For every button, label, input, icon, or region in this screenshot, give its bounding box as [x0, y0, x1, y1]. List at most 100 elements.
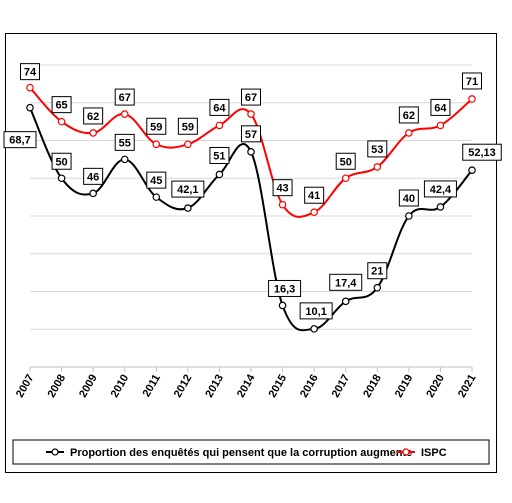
data-point: [436, 121, 445, 130]
data-point: [247, 110, 255, 118]
data-label-box: [272, 179, 293, 197]
data-point: [26, 103, 34, 112]
data-point: [310, 325, 318, 333]
data-point: [436, 203, 445, 211]
data-label-text: 46: [87, 171, 99, 183]
data-label: 59: [177, 117, 198, 135]
data-label: 62: [83, 107, 104, 125]
data-label: 57: [241, 125, 261, 143]
data-label-box: [146, 171, 167, 189]
data-label-text: 10,1: [305, 306, 326, 318]
data-label-box: [398, 189, 419, 207]
data-label: 45: [146, 171, 167, 189]
data-label-box: [398, 106, 419, 124]
data-label-text: 43: [276, 183, 288, 195]
x-tick-label: 2016: [298, 373, 321, 400]
data-label: 40: [398, 189, 419, 207]
x-tick-label: 2008: [46, 373, 69, 400]
data-label-text: 17,4: [335, 277, 357, 289]
data-label-text: 65: [55, 100, 67, 112]
x-tick-label: 2010: [109, 373, 132, 400]
data-point: [373, 163, 382, 171]
data-label-text: 53: [371, 144, 383, 156]
data-label: 67: [114, 88, 135, 106]
x-tick-label: 2007: [14, 373, 37, 400]
data-label-text: 45: [150, 175, 162, 187]
data-point: [278, 200, 287, 209]
x-tick-label: 2017: [330, 373, 353, 400]
data-label-box: [51, 96, 72, 114]
data-label-text: 59: [150, 121, 162, 133]
data-label-box: [462, 72, 482, 90]
data-label: 53: [367, 140, 388, 158]
data-label-text: 62: [403, 110, 415, 122]
data-point: [215, 170, 224, 179]
data-label: 65: [51, 96, 72, 114]
data-label: 43: [272, 179, 293, 197]
data-labels: 68,7 50 46 55 45 42,1 51 57 16,3 10,1 17,4 21 40 42,4…: [3, 63, 502, 320]
data-label-box: [209, 146, 230, 164]
data-label-box: [83, 167, 104, 185]
data-point: [247, 148, 255, 156]
x-axis: 2007 2008 2009 2010 2011 2012 2013 2014 2015 2016…: [14, 366, 479, 400]
data-label: 64: [430, 98, 451, 116]
data-label-text: 41: [308, 190, 320, 202]
data-label: 52,13: [462, 143, 502, 161]
x-tick-label: 2009: [77, 373, 100, 400]
data-point: [120, 155, 129, 164]
data-label-box: [209, 98, 230, 116]
legend-entry: ISPC: [397, 447, 447, 459]
data-point: [278, 301, 287, 310]
data-label-text: 40: [403, 193, 415, 205]
x-tick-label: 2011: [141, 373, 163, 400]
data-point: [184, 140, 192, 149]
data-label-box: [83, 107, 104, 125]
x-tick-label: 2014: [235, 372, 258, 400]
data-point: [152, 140, 161, 149]
x-tick-label: 2012: [172, 373, 195, 400]
data-label-text: 52,13: [468, 147, 496, 159]
data-label-text: 57: [245, 129, 257, 141]
data-label-box: [114, 88, 135, 106]
data-label-text: 64: [213, 102, 226, 114]
data-point: [57, 174, 66, 183]
legend-label: Proportion des enquêtés qui pensent que …: [70, 447, 412, 459]
data-label: 51: [209, 146, 230, 164]
chart-frame: [5, 33, 497, 473]
data-label-box: [329, 273, 363, 291]
data-label-box: [146, 117, 167, 135]
data-point: [215, 121, 224, 130]
x-tick-label: 2019: [393, 373, 416, 400]
data-label-text: 21: [371, 266, 383, 278]
legend-entry: Proportion des enquêtés qui pensent que …: [46, 447, 412, 459]
data-label: 46: [83, 167, 104, 185]
data-label-box: [304, 186, 325, 204]
data-label-box: [268, 279, 302, 297]
x-tick-label: 2018: [361, 373, 384, 400]
data-label-text: 67: [245, 92, 257, 104]
data-point: [120, 110, 129, 118]
legend-label: ISPC: [421, 447, 447, 459]
data-label-box: [367, 262, 388, 280]
data-label-box: [335, 152, 356, 170]
data-point: [26, 83, 34, 92]
data-label-box: [171, 180, 205, 198]
data-label-box: [177, 117, 198, 135]
data-label: 68,7: [3, 131, 37, 149]
data-point: [310, 208, 318, 217]
data-label-text: 16,3: [274, 283, 295, 295]
series-lines: [26, 83, 476, 333]
data-label-text: 64: [434, 102, 447, 114]
data-label: 50: [51, 152, 72, 170]
data-label-box: [20, 63, 40, 81]
data-label: 64: [209, 98, 230, 116]
data-label-box: [241, 125, 261, 143]
x-tick-label: 2021: [456, 373, 479, 400]
data-label: 50: [335, 152, 356, 170]
data-point: [341, 297, 350, 306]
data-point: [405, 129, 413, 137]
data-label: 42,1: [171, 180, 205, 198]
data-point: [89, 129, 97, 137]
data-point: [89, 189, 97, 198]
